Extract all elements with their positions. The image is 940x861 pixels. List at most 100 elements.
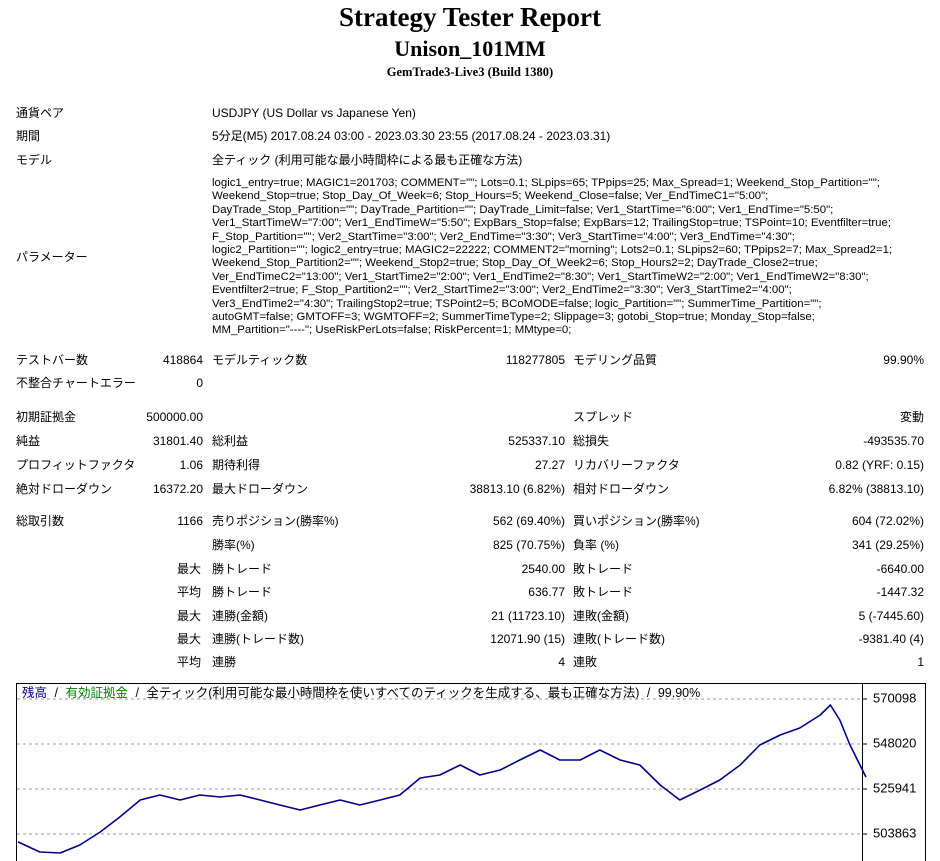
stat-label: テストバー数 [16, 353, 89, 367]
stat-label: スプレッド [573, 410, 634, 424]
parameter-line: autoGMT=false; GMTOFF=3; WGMTOFF=2; Summ… [212, 311, 815, 323]
field-label: 通貨ペア [16, 106, 65, 120]
stat-value: 1 [917, 655, 924, 669]
chart-quality: 99.90% [658, 686, 700, 700]
stat-value: -6640.00 [876, 562, 924, 576]
stat-label: プロフィットファクタ [16, 458, 136, 472]
stat-value: 118277805 [505, 353, 565, 367]
balance-line [17, 704, 867, 854]
stat-value: 31801.40 [152, 434, 203, 448]
stat-label: モデリング品質 [573, 353, 658, 367]
stat-value: 525337.10 [508, 434, 565, 448]
stat-label: 負率 (%) [573, 538, 619, 552]
stat-value: 38813.10 (6.82%) [469, 482, 565, 496]
build-info: GemTrade3-Live3 (Build 1380) [386, 65, 554, 79]
stat-value: 1.06 [179, 458, 203, 472]
stat-value: 562 (69.40%) [492, 514, 565, 528]
stat-label: 純益 [16, 434, 41, 448]
parameter-line: F_Stop_Partition=""; Ver2_StartTime="3:0… [212, 230, 795, 243]
report-subtitle: Unison_101MM [394, 36, 546, 61]
field-value: 5分足(M5) 2017.08.24 03:00 - 2023.03.30 23… [212, 129, 611, 143]
stat-value: 825 (70.75%) [492, 538, 565, 552]
balance-chart: 残高 / 有効証拠金 / 全ティック(利用可能な最小時間枠を使いすべてのティック… [16, 683, 926, 861]
report-title: Strategy Tester Report [339, 2, 601, 32]
stat-value: -9381.40 (4) [858, 632, 924, 646]
stat-value: 0.82 (YRF: 0.15) [835, 458, 924, 472]
stat-qualifier: 最大 [176, 632, 201, 646]
stat-value: 5 (-7445.60) [858, 609, 924, 623]
parameter-line: logic1_entry=true; MAGIC1=201703; COMMEN… [212, 177, 880, 189]
stat-value: -493535.70 [863, 434, 924, 448]
y-tick-label: 525941 [873, 780, 916, 795]
chart-title: 全ティック(利用可能な最小時間枠を使いすべてのティックを生成する、最も正確な方法… [146, 685, 639, 700]
field-label: モデル [16, 153, 53, 167]
legend-balance: 残高 [22, 685, 47, 700]
stat-value: 16372.20 [152, 482, 203, 496]
stat-label: 勝率(%) [212, 538, 255, 552]
stat-label: リカバリーファクタ [573, 458, 680, 472]
stat-value: 0 [196, 376, 203, 390]
chart-frame [16, 683, 926, 861]
stat-value: 418864 [162, 353, 203, 367]
stat-qualifier: 平均 [176, 585, 201, 599]
stat-label: 相対ドローダウン [573, 482, 670, 496]
stat-label: 総利益 [212, 434, 249, 448]
stat-value: 341 (29.25%) [851, 538, 924, 552]
stat-value: 604 (72.02%) [851, 514, 924, 528]
separator: / [647, 686, 651, 700]
stat-value: 636.77 [528, 585, 565, 599]
stat-qualifier: 平均 [176, 655, 201, 669]
stat-label: 連敗(トレード数) [573, 632, 665, 646]
stat-label: 絶対ドローダウン [16, 482, 113, 496]
field-label: 期間 [16, 129, 41, 143]
separator: / [55, 686, 59, 700]
parameter-line: DayTrade_Stop_Partition=""; DayTrade_Par… [212, 203, 834, 216]
stat-value: 99.90% [883, 353, 924, 367]
stat-value: 変動 [899, 410, 924, 424]
stat-label: 不整合チャートエラー [16, 376, 136, 390]
stat-label: 初期証拠金 [16, 410, 77, 424]
stat-value: -1447.32 [876, 585, 924, 599]
stat-qualifier: 最大 [176, 609, 201, 623]
chart-heading: 残高 / 有効証拠金 / 全ティック(利用可能な最小時間枠を使いすべてのティック… [22, 685, 700, 700]
stat-value: 21 (11723.10) [491, 609, 565, 623]
parameter-line: Ver3_EndTime2="4:30"; TrailingStop2=true… [212, 297, 822, 310]
stat-label: 連敗(金額) [573, 609, 629, 623]
stat-label: 連勝(トレード数) [212, 632, 304, 646]
stat-label: 期待利得 [212, 458, 261, 472]
stat-value: 27.27 [534, 458, 565, 472]
parameter-line: Weekend_Stop_Partition2=""; Weekend_Stop… [212, 257, 818, 270]
parameter-line: logic2_Partition=""; logic2_entry=true; … [212, 244, 893, 256]
stat-label: 最大ドローダウン [212, 482, 309, 496]
stat-qualifier: 最大 [176, 562, 201, 576]
stat-value: 1166 [177, 514, 203, 528]
stat-label: 敗トレード [573, 562, 634, 576]
separator: / [135, 686, 139, 700]
field-value: 全ティック (利用可能な最小時間枠による最も正確な方法) [212, 153, 523, 167]
field-label: パラメーター [16, 250, 88, 264]
stat-label: 勝トレード [212, 585, 273, 599]
legend-equity: 有効証拠金 [65, 686, 128, 700]
stat-label: 連勝 [212, 655, 237, 669]
stat-value: 12071.90 (15) [490, 632, 565, 646]
stat-label: 連勝(金額) [212, 609, 268, 623]
y-tick-label: 548020 [873, 735, 916, 750]
y-tick-label: 503863 [873, 825, 916, 840]
stat-label: 敗トレード [573, 585, 634, 599]
stat-label: 売りポジション(勝率%) [212, 514, 339, 528]
parameter-line: Ver1_StartTimeW="7:00"; Ver1_EndTimeW="5… [212, 217, 891, 230]
stat-value: 500000.00 [146, 410, 203, 424]
stat-label: 総損失 [573, 434, 610, 448]
stat-label: 買いポジション(勝率%) [573, 514, 700, 528]
parameter-line: Ver_EndTimeC2="13:00"; Ver1_StartTime2="… [212, 270, 869, 283]
stat-label: 勝トレード [212, 562, 273, 576]
stat-value: 6.82% (38813.10) [828, 482, 924, 496]
parameter-line: Weekend_Stop=true; Stop_Day_Of_Week=6; S… [212, 190, 769, 203]
stat-value: 2540.00 [521, 562, 565, 576]
stat-value: 4 [558, 655, 565, 669]
stat-label: 総取引数 [16, 514, 65, 528]
stat-label: モデルティック数 [212, 353, 308, 367]
parameter-line: MM_Partition="----"; UseRiskPerLots=fals… [212, 324, 572, 337]
